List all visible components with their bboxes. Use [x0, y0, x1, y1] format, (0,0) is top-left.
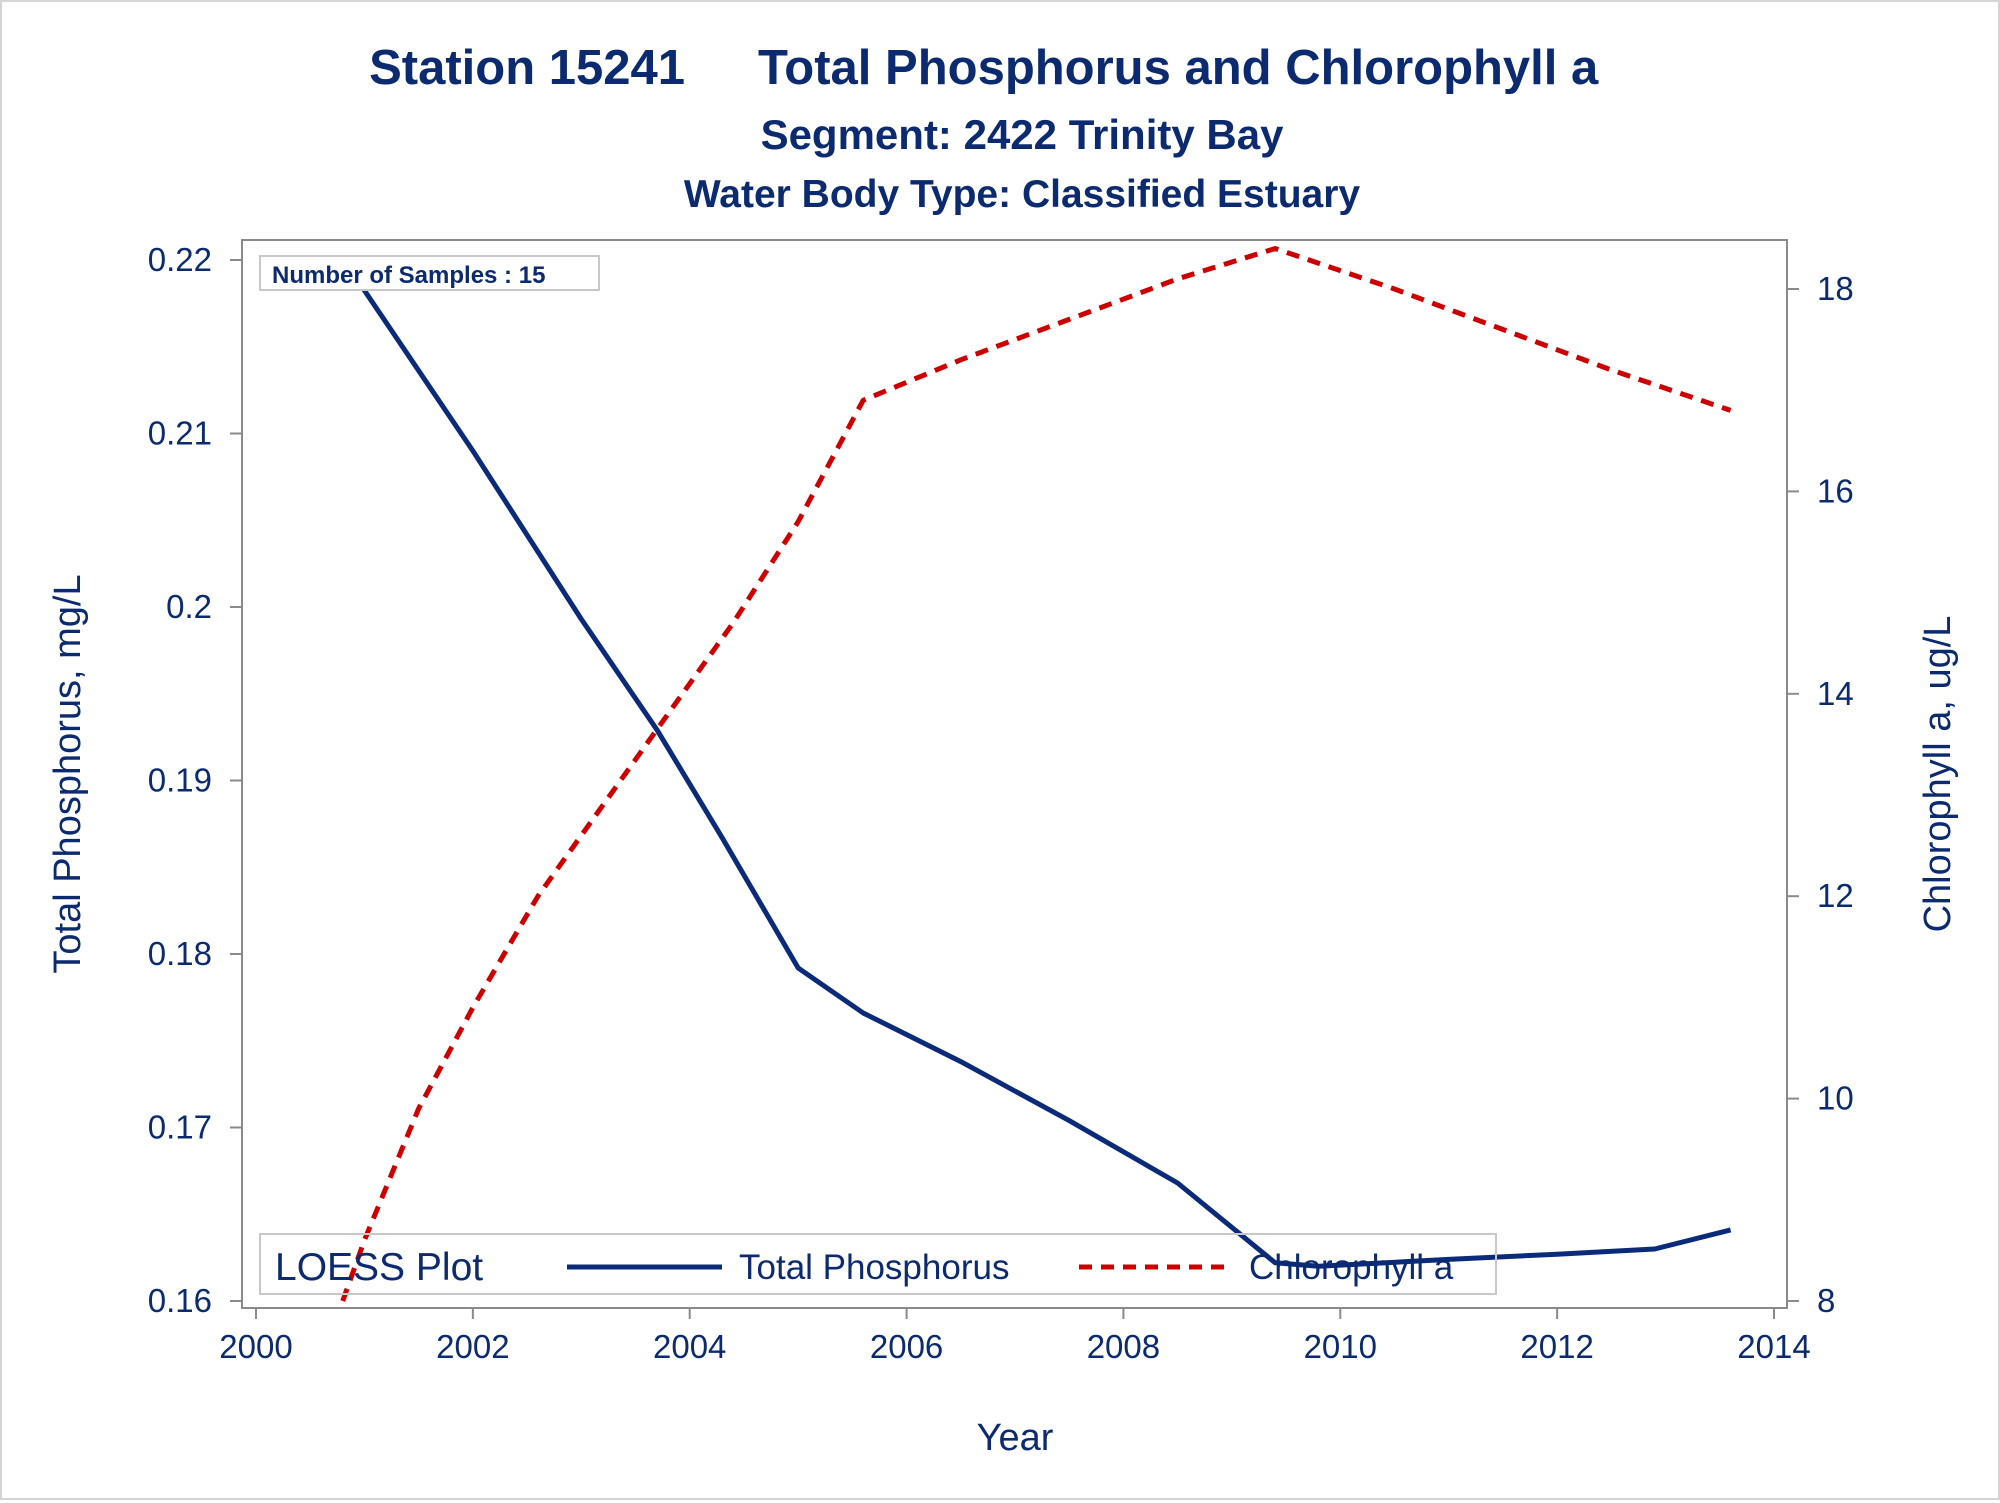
- y-left-tick-label: 0.16: [148, 1282, 212, 1319]
- sample-count-box: [259, 255, 600, 291]
- x-axis-label: Year: [977, 1417, 1054, 1459]
- x-tick-label: 2002: [436, 1328, 509, 1365]
- plot-area: [241, 239, 1788, 1309]
- legend-box: [259, 1233, 1497, 1295]
- legend-title: LOESS Plot: [275, 1246, 483, 1289]
- y-left-tick-label: 0.18: [148, 935, 212, 972]
- y-left-tick-label: 0.21: [148, 415, 212, 452]
- x-tick-label: 2004: [653, 1328, 726, 1365]
- y-right-tick-label: 8: [1817, 1282, 1835, 1319]
- y-right-tick-label: 10: [1817, 1080, 1854, 1117]
- legend-label-phosphorus: Total Phosphorus: [739, 1248, 1009, 1287]
- y-right-tick-label: 14: [1817, 675, 1854, 712]
- y-axis-left-label: Total Phosphorus, mg/L: [47, 574, 89, 973]
- y-left-tick-label: 0.22: [148, 241, 212, 278]
- series-line-chlorophyll-a: [340, 246, 1732, 1302]
- y-axis-right-label: Chlorophyll a, ug/L: [1917, 616, 1959, 933]
- y-left-tick-label: 0.17: [148, 1109, 212, 1146]
- x-tick-label: 2000: [219, 1328, 292, 1365]
- series-layer: [340, 246, 1732, 1302]
- y-axis-left: 0.16 0.17 0.18 0.19 0.2 0.21 0.22: [148, 241, 242, 1319]
- chart-subtitle-segment: Segment: 2422 Trinity Bay: [761, 111, 1285, 158]
- chart-title-station: Station 15241: [369, 41, 685, 95]
- x-tick-label: 2006: [870, 1328, 943, 1365]
- series-line-total-phosphorus: [340, 256, 1732, 1269]
- x-tick-label: 2012: [1520, 1328, 1593, 1365]
- chart-subtitle-waterbody: Water Body Type: Classified Estuary: [684, 173, 1360, 216]
- x-tick-label: 2008: [1087, 1328, 1160, 1365]
- chart-title-main: Total Phosphorus and Chlorophyll a: [758, 41, 1599, 95]
- legend-label-chlorophyll: Chlorophyll a: [1249, 1248, 1454, 1287]
- sample-count-text: Number of Samples : 15: [272, 262, 545, 289]
- y-left-tick-label: 0.2: [166, 588, 212, 625]
- y-right-tick-label: 16: [1817, 472, 1854, 509]
- y-axis-right: 8 10 12 14 16 18: [1787, 270, 1854, 1319]
- x-tick-label: 2010: [1304, 1328, 1377, 1365]
- x-tick-label: 2014: [1737, 1328, 1810, 1365]
- y-right-tick-label: 12: [1817, 877, 1854, 914]
- y-right-tick-label: 18: [1817, 270, 1854, 307]
- y-left-tick-label: 0.19: [148, 762, 212, 799]
- x-axis: 2000 2002 2004 2006 2008 2010 2012 2014: [219, 1308, 1811, 1365]
